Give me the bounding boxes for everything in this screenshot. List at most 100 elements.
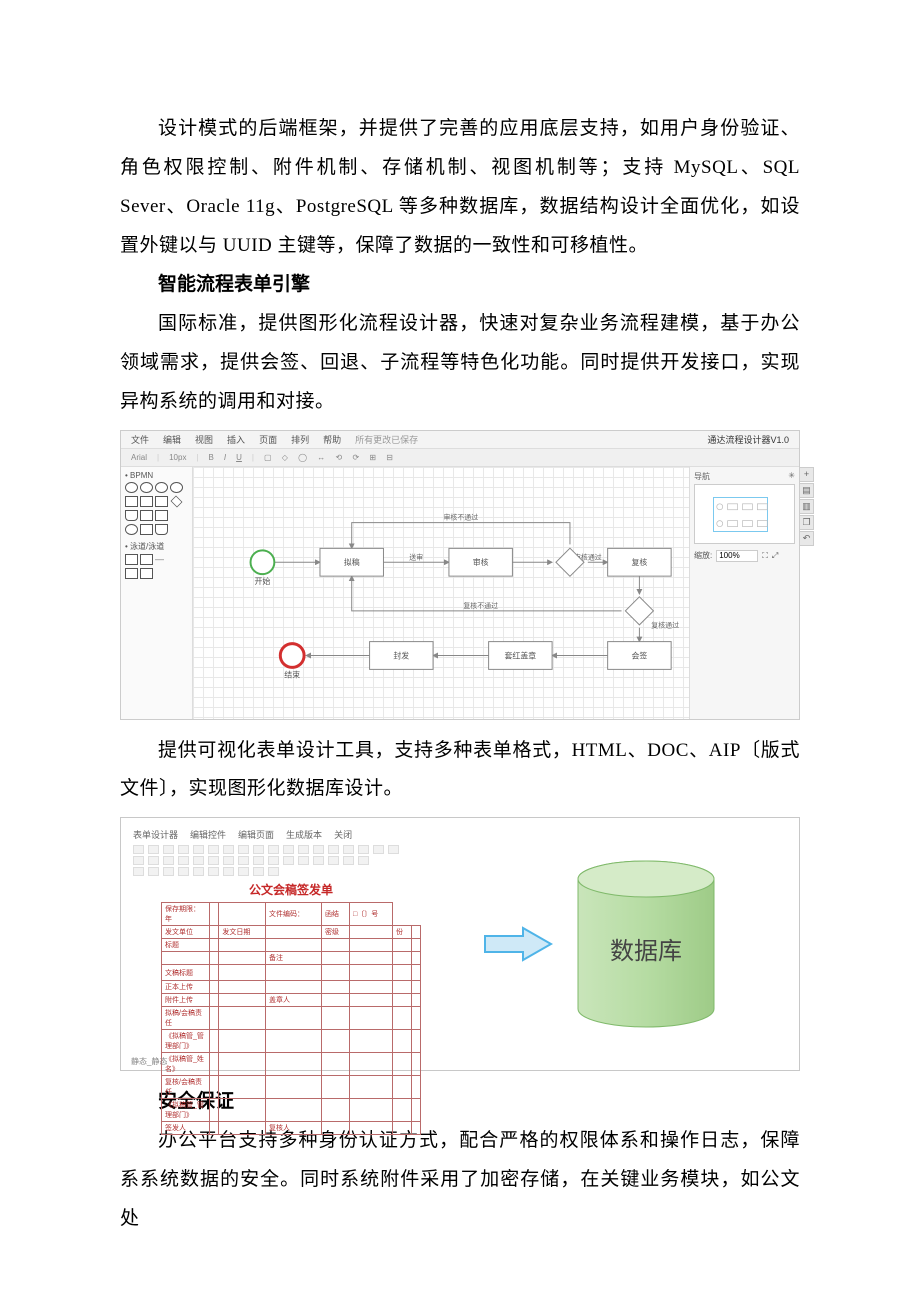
form-cell [321, 981, 349, 994]
tab-controls[interactable]: 编辑控件 [190, 828, 226, 841]
right-panel: 导航 ✳ [689, 467, 799, 719]
form-cell [219, 965, 266, 981]
palette-section-bpmn[interactable]: • BPMN [125, 471, 188, 480]
svg-text:开始: 开始 [255, 576, 271, 586]
form-cell [349, 1122, 392, 1135]
menu-view[interactable]: 视图 [195, 433, 213, 446]
form-cell [210, 1030, 219, 1053]
form-cell [210, 952, 219, 965]
form-designer: 表单设计器 编辑控件 编辑页面 生成版本 关闭 公文会稿签发单 保存期限：年文件… [121, 818, 461, 1070]
form-cell [349, 965, 392, 981]
toolbar-b[interactable]: B [209, 453, 214, 462]
form-cell [162, 952, 210, 965]
form-cell: □〔〕号 [349, 903, 392, 926]
status-text: 静态_静态 [131, 1056, 167, 1067]
form-cell [349, 939, 392, 952]
side-layers-icon[interactable]: ▤ [799, 483, 814, 498]
svg-text:拟稿: 拟稿 [344, 557, 360, 567]
form-cell [411, 926, 420, 939]
form-cell [210, 1099, 219, 1122]
toolbar-u[interactable]: U [236, 453, 242, 462]
form-cell [411, 994, 420, 1007]
fit-icon[interactable]: ⛶ [762, 551, 768, 561]
menu-insert[interactable]: 插入 [227, 433, 245, 446]
form-cell [219, 1007, 266, 1030]
form-cell: 保存期限：年 [162, 903, 210, 926]
form-cell [392, 952, 411, 965]
form-cell [392, 1030, 411, 1053]
form-cell [349, 1030, 392, 1053]
menu-page[interactable]: 页面 [259, 433, 277, 446]
form-cell [265, 965, 321, 981]
form-cell [219, 1099, 266, 1122]
toolbar-misc: ▢ ◇ ◯ ↔ ⟲ ⟳ ⊞ ⊟ [264, 453, 397, 462]
form-cell [265, 939, 321, 952]
side-undo-icon[interactable]: ↶ [799, 531, 814, 546]
form-cell: 盖章人 [265, 994, 321, 1007]
close-icon[interactable]: ✳ [788, 471, 795, 482]
toolbar-i[interactable]: I [224, 453, 226, 462]
form-cell [349, 994, 392, 1007]
form-cell [265, 1076, 321, 1099]
form-cell [321, 1076, 349, 1099]
form-cell [411, 1030, 420, 1053]
toolbar-font[interactable]: Arial [131, 453, 147, 462]
menu-edit[interactable]: 编辑 [163, 433, 181, 446]
zoom-input[interactable] [716, 550, 758, 562]
svg-text:结束: 结束 [284, 669, 300, 679]
palette-section-lane[interactable]: • 泳道/泳道 [125, 541, 188, 552]
tab-designer[interactable]: 表单设计器 [133, 828, 178, 841]
svg-text:复核通过: 复核通过 [651, 620, 679, 629]
form-cell [392, 1122, 411, 1135]
tab-version[interactable]: 生成版本 [286, 828, 322, 841]
form-cell [219, 1053, 266, 1076]
form-cell [219, 1122, 266, 1135]
side-plus-icon[interactable]: + [799, 467, 814, 482]
side-page-icon[interactable]: ▥ [799, 499, 814, 514]
form-cell [321, 994, 349, 1007]
form-cell [349, 981, 392, 994]
form-cell: 发文单位 [162, 926, 210, 939]
form-cell [210, 965, 219, 981]
form-cell [349, 1053, 392, 1076]
form-cell: 拟稿/会稿责任 [162, 1007, 210, 1030]
para-3: 提供可视化表单设计工具，支持多种表单格式，HTML、DOC、AIP〔版式文件〕，… [120, 732, 800, 810]
figure-form-db: 表单设计器 编辑控件 编辑页面 生成版本 关闭 公文会稿签发单 保存期限：年文件… [120, 817, 800, 1071]
form-cell: 备注 [265, 952, 321, 965]
flow-svg: 送审 审核不通过 审核通过 复核不通过 复核通过 开始 拟稿 审核 [193, 467, 689, 719]
form-cell [411, 1053, 420, 1076]
tab-close[interactable]: 关闭 [334, 828, 352, 841]
svg-text:审核: 审核 [473, 557, 489, 567]
tab-page[interactable]: 编辑页面 [238, 828, 274, 841]
app-title: 通达流程设计器V1.0 [707, 433, 789, 446]
expand-icon[interactable]: ⤢ [772, 551, 778, 561]
form-cell [210, 926, 219, 939]
form-cell [219, 939, 266, 952]
form-cell [219, 1030, 266, 1053]
form-cell [265, 1007, 321, 1030]
form-cell [219, 981, 266, 994]
menu-saved: 所有更改已保存 [355, 433, 418, 446]
form-cell [411, 1122, 420, 1135]
form-cell [411, 1076, 420, 1099]
canvas[interactable]: 送审 审核不通过 审核通过 复核不通过 复核通过 开始 拟稿 审核 [193, 467, 689, 719]
heading-engine: 智能流程表单引擎 [120, 266, 800, 305]
form-cell [321, 1122, 349, 1135]
form-cell [321, 939, 349, 952]
form-cell: 复核/会稿责任 [162, 1076, 210, 1099]
form-cell: 《拟稿管_管理部门》 [162, 1099, 210, 1122]
form-cell [265, 1099, 321, 1122]
form-cell: 正本上传 [162, 981, 210, 994]
menu-arrange[interactable]: 排列 [291, 433, 309, 446]
toolbar-size[interactable]: 10px [169, 453, 186, 462]
form-cell [321, 1007, 349, 1030]
svg-text:封发: 封发 [393, 650, 409, 660]
menu-help[interactable]: 帮助 [323, 433, 341, 446]
side-copy-icon[interactable]: ❐ [799, 515, 814, 530]
form-cell [210, 939, 219, 952]
minimap[interactable] [694, 484, 795, 544]
form-cell [392, 1007, 411, 1030]
menu-file[interactable]: 文件 [131, 433, 149, 446]
form-cell [210, 1076, 219, 1099]
form-cell: 复核人 [265, 1122, 321, 1135]
